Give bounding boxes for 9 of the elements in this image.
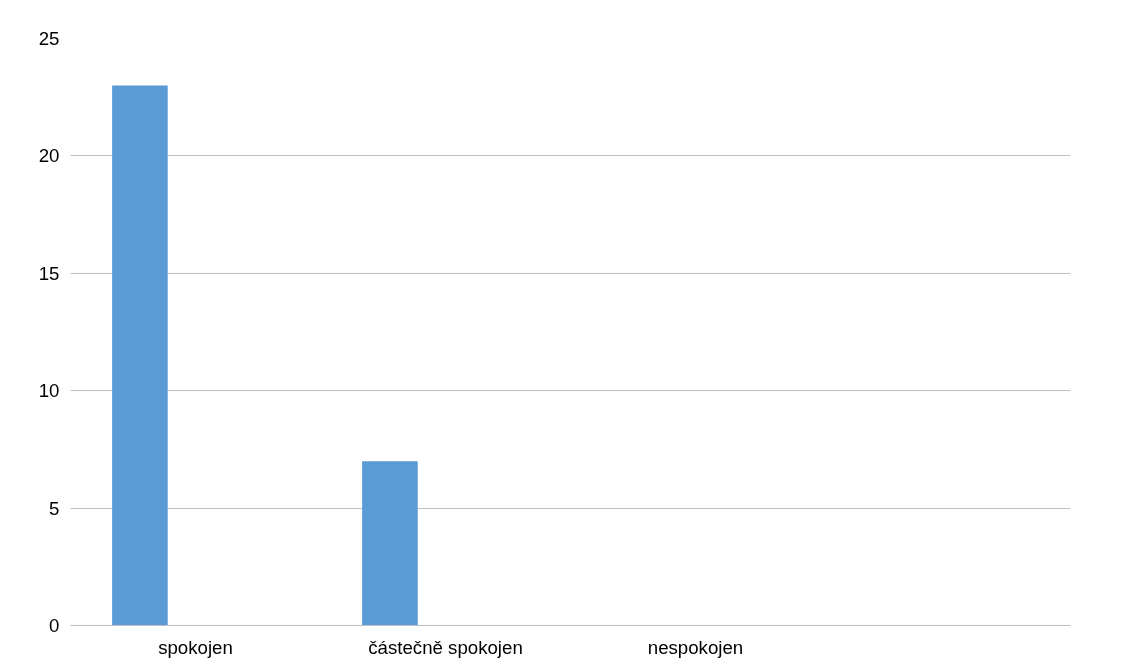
y-tick-label: 10 [38, 380, 60, 402]
y-tick-label: 20 [38, 145, 60, 167]
x-tick-label: nespokojen [647, 636, 744, 658]
y-tick-label: 15 [38, 262, 60, 284]
x-tick-label: částečně spokojen [368, 636, 523, 658]
y-tick-label: 5 [49, 497, 60, 519]
x-tick-label: spokojen [158, 636, 233, 658]
y-tick-label: 25 [38, 28, 60, 49]
y-tick-label: 0 [49, 615, 60, 636]
